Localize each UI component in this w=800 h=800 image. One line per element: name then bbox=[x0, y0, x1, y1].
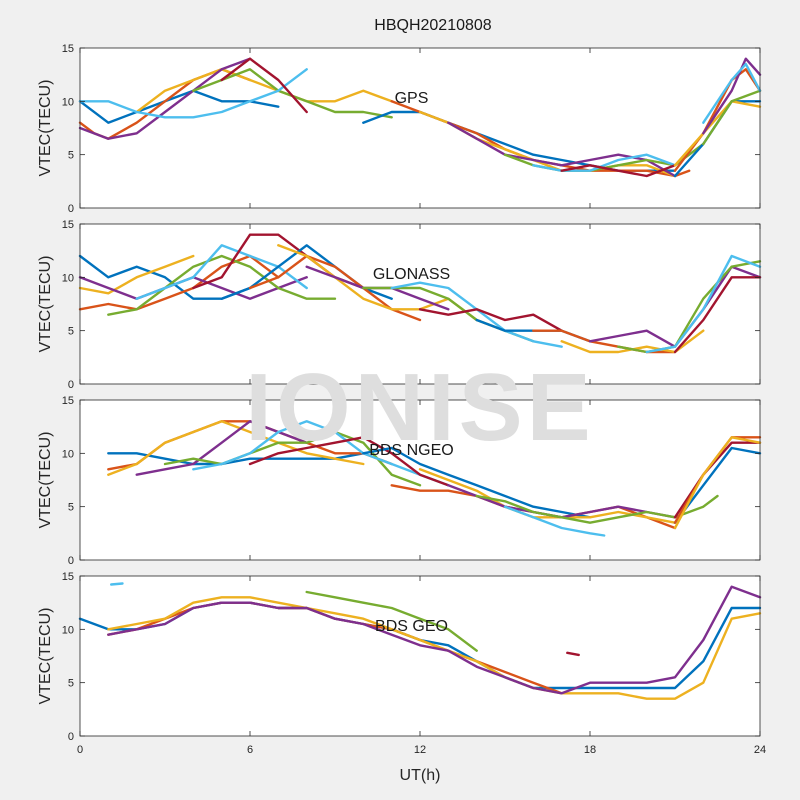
chart-title: HBQH20210808 bbox=[374, 17, 492, 34]
y-tick-label: 0 bbox=[68, 731, 74, 743]
series-line bbox=[503, 505, 606, 537]
plot-area bbox=[80, 576, 760, 736]
series-line bbox=[107, 254, 337, 316]
series-line bbox=[107, 420, 365, 476]
series-line bbox=[702, 89, 762, 146]
series-line bbox=[645, 254, 762, 354]
y-tick-label: 15 bbox=[62, 43, 74, 55]
series-line bbox=[673, 436, 762, 530]
x-tick-label: 6 bbox=[247, 744, 253, 756]
series-group bbox=[78, 582, 762, 700]
y-tick-label: 0 bbox=[68, 379, 74, 391]
y-axis-label: VTEC(TECU) bbox=[37, 432, 54, 529]
series-line bbox=[362, 446, 592, 519]
series-line bbox=[192, 420, 450, 487]
series-line bbox=[560, 164, 677, 178]
y-tick-label: 5 bbox=[68, 678, 74, 690]
series-line bbox=[305, 590, 478, 652]
series-group bbox=[78, 57, 762, 178]
y-tick-label: 5 bbox=[68, 326, 74, 338]
y-tick-label: 10 bbox=[62, 96, 74, 108]
panels-layer: 0 5 10 15 VTEC(TECU) GPS 0 5 10 15 VTEC(TECU) GLONA… bbox=[37, 43, 766, 756]
series-line bbox=[617, 260, 762, 354]
y-tick-label: 15 bbox=[62, 571, 74, 583]
y-tick-label: 5 bbox=[68, 502, 74, 514]
series-line bbox=[107, 452, 365, 466]
series-line bbox=[277, 244, 478, 322]
x-tick-label: 18 bbox=[584, 744, 596, 756]
series-group bbox=[107, 420, 762, 537]
panel-1: 0 5 10 15 VTEC(TECU) GLONASS bbox=[37, 219, 762, 391]
series-line bbox=[248, 436, 450, 487]
panel-annotation: BDS GEO bbox=[375, 618, 448, 635]
x-tick-label: 0 bbox=[77, 744, 83, 756]
plot-area bbox=[80, 224, 760, 384]
x-axis-label: UT(h) bbox=[400, 767, 441, 784]
series-line bbox=[78, 89, 280, 124]
plot-area bbox=[80, 48, 760, 208]
series-line bbox=[109, 582, 124, 586]
series-line bbox=[702, 62, 762, 124]
y-tick-label: 0 bbox=[68, 203, 74, 215]
series-line bbox=[78, 68, 308, 119]
x-tick-label: 24 bbox=[754, 744, 766, 756]
series-line bbox=[566, 651, 580, 657]
series-line bbox=[418, 308, 563, 332]
series-line bbox=[78, 57, 252, 140]
panel-annotation: GLONASS bbox=[373, 266, 450, 283]
y-tick-label: 15 bbox=[62, 395, 74, 407]
plot-area bbox=[80, 400, 760, 560]
y-tick-label: 10 bbox=[62, 448, 74, 460]
series-line bbox=[107, 596, 762, 700]
panel-annotation: BDS NGEO bbox=[369, 442, 453, 459]
y-axis-label: VTEC(TECU) bbox=[37, 608, 54, 705]
series-line bbox=[532, 153, 677, 172]
y-tick-label: 10 bbox=[62, 624, 74, 636]
panel-0: 0 5 10 15 VTEC(TECU) GPS bbox=[37, 43, 762, 215]
y-axis-label: VTEC(TECU) bbox=[37, 80, 54, 177]
y-tick-label: 15 bbox=[62, 219, 74, 231]
panel-3: 0 5 10 15 0 6 12 18 24 VTEC(TECU) BDS GEO bbox=[37, 571, 766, 756]
series-line bbox=[673, 441, 762, 519]
series-group bbox=[78, 233, 762, 354]
y-tick-label: 5 bbox=[68, 150, 74, 162]
x-tick-label: 12 bbox=[414, 744, 426, 756]
series-line bbox=[673, 446, 762, 524]
series-line bbox=[475, 494, 719, 524]
series-line bbox=[220, 57, 308, 114]
panel-2: 0 5 10 15 VTEC(TECU) BDS NGEO bbox=[37, 395, 762, 567]
series-line bbox=[673, 276, 762, 354]
series-line bbox=[78, 254, 195, 295]
series-line bbox=[78, 254, 280, 311]
series-line bbox=[702, 57, 762, 135]
series-line bbox=[135, 68, 393, 114]
series-line bbox=[107, 585, 762, 695]
y-axis-label: VTEC(TECU) bbox=[37, 256, 54, 353]
series-line bbox=[673, 100, 762, 167]
panel-annotation: GPS bbox=[395, 90, 429, 107]
y-tick-label: 10 bbox=[62, 272, 74, 284]
series-line bbox=[447, 121, 677, 178]
watermark: IONISE bbox=[245, 354, 594, 461]
y-tick-label: 0 bbox=[68, 555, 74, 567]
